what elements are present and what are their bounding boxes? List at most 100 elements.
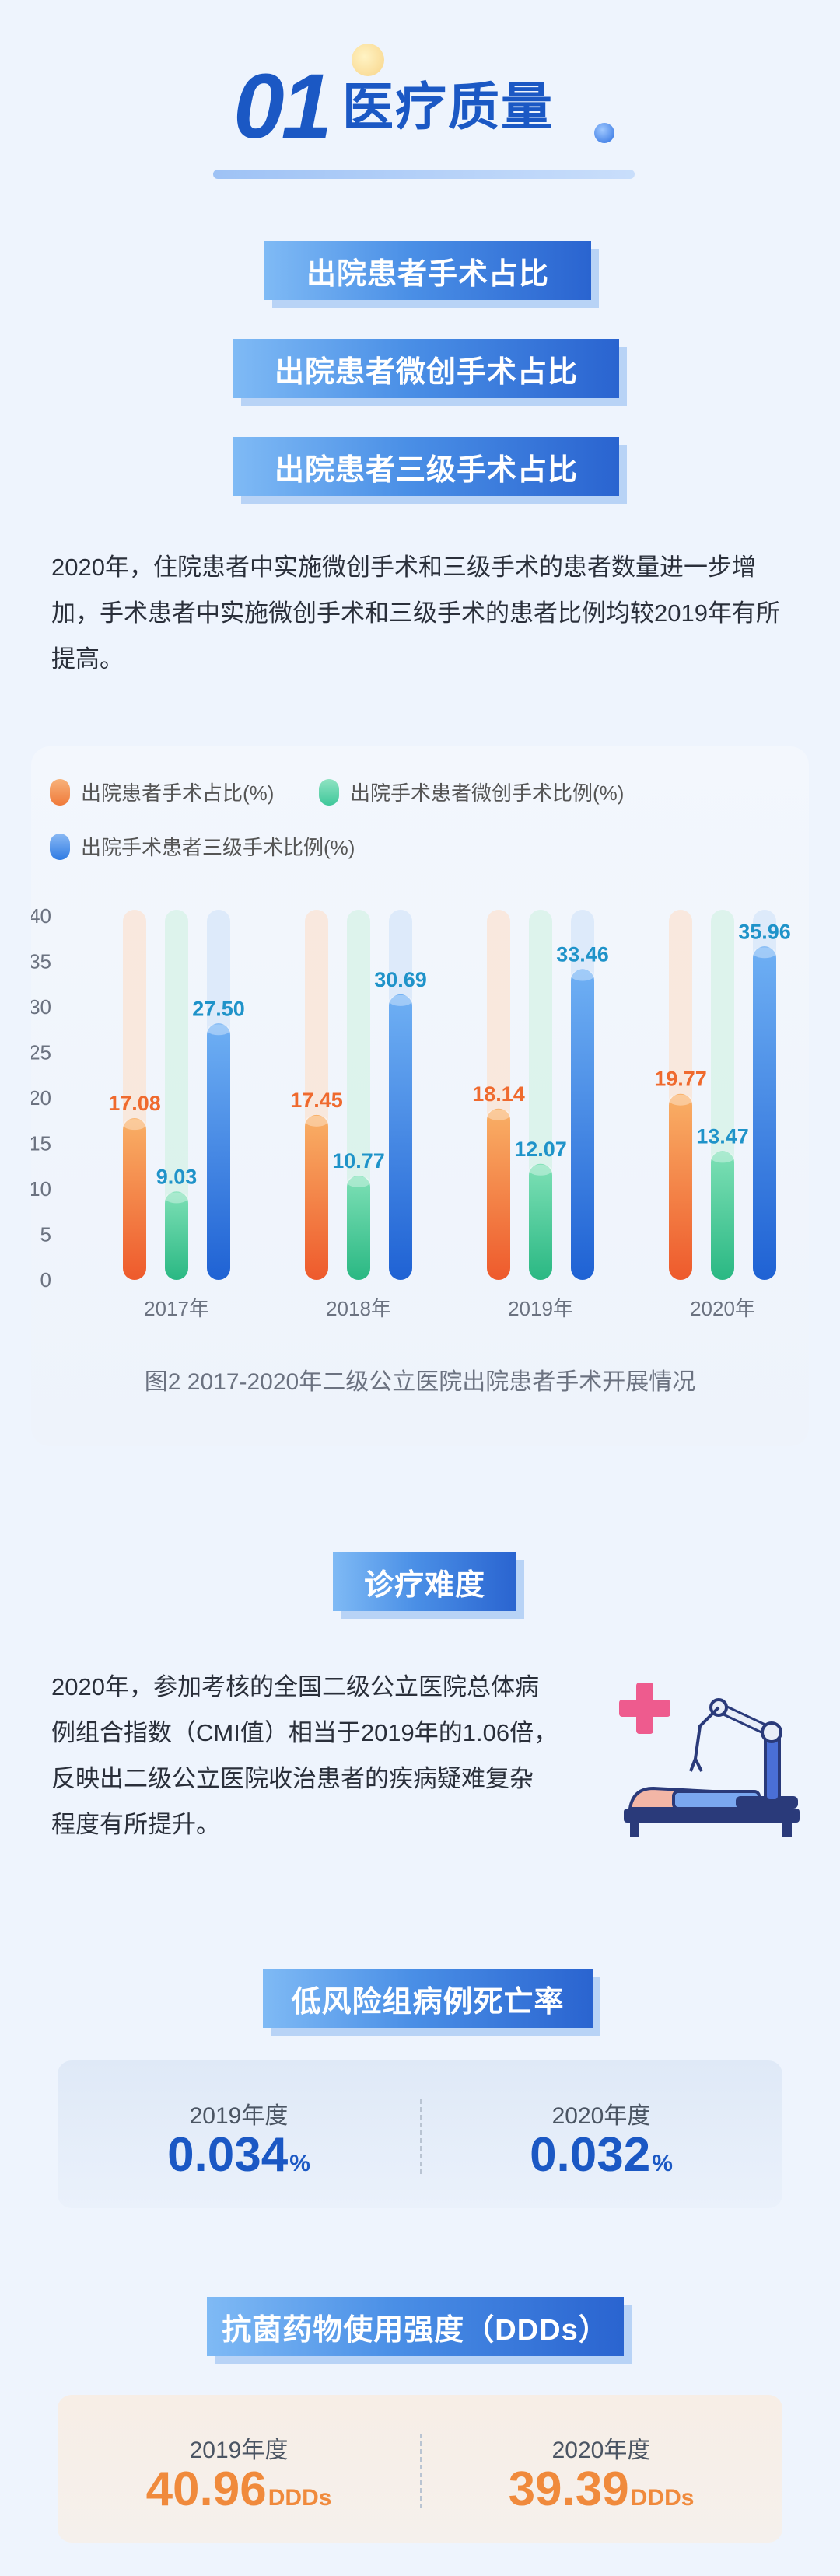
stat-number: 0.032 [530,2128,651,2182]
stat-divider [420,2434,422,2508]
y-tick-label: 10 [31,1177,51,1201]
data-label: 27.50 [192,997,245,1020]
data-label: 13.47 [696,1124,749,1148]
bar [207,1023,230,1280]
stat-unit: DDDs [630,2485,695,2511]
bar [123,1118,146,1280]
bar [529,1163,552,1280]
bar [165,1191,188,1280]
y-tick-label: 15 [31,1132,51,1155]
bar [389,994,412,1280]
bar-cap [347,1176,370,1187]
bar-cap [207,1024,230,1036]
antibiotics-stat-2020: 2020年度 39.39DDDs [420,2395,782,2543]
ribbon-difficulty: 诊疗难度 [333,1552,516,1611]
legend-swatch-green [319,778,339,806]
legend-item-minimally-invasive: 出院手术患者微创手术比例(%) [319,778,624,806]
ribbon-grade3-ratio: 出院患者三级手术占比 [233,437,619,496]
ribbon-antibiotics: 抗菌药物使用强度（DDDs） [207,2297,624,2356]
stat-divider [420,2099,422,2174]
x-tick-label: 2019年 [508,1297,573,1320]
surgery-chart: 0 5 10 15 20 25 30 35 40 17.08 9.03 27.50 17.45 10.7… [31,904,791,1320]
stat-value: 0.034% [58,2127,420,2192]
bar [305,1114,328,1280]
bar [487,1108,510,1280]
stat-unit: % [652,2151,673,2176]
surgery-paragraph-line: 提高。 [51,645,124,673]
chart-caption: 图2 2017-2020年二级公立医院出院患者手术开展情况 [144,1369,696,1395]
bar-cap [487,1109,510,1120]
section-number: 01 [233,55,332,158]
y-tick-label: 35 [31,950,51,973]
stat-value: 0.032% [420,2127,782,2192]
legend-label: 出院手术患者微创手术比例(%) [350,781,625,805]
x-tick-label: 2018年 [326,1297,391,1320]
data-label: 17.45 [290,1089,343,1112]
stat-unit: DDDs [268,2485,332,2511]
bar [711,1151,734,1280]
legend-item-surgery: 出院患者手术占比(%) [50,778,274,806]
legend-label: 出院手术患者三级手术比例(%) [81,836,355,859]
mortality-card: 2019年度 0.034% 2020年度 0.032% [58,2060,782,2208]
bar [571,969,594,1280]
antibiotics-card: 2019年度 40.96DDDs 2020年度 39.39DDDs [58,2395,782,2543]
bar-cap [669,1094,692,1106]
difficulty-paragraph: 2020年，参加考核的全国二级公立医院总体病 例组合指数（CMI值）相当于201… [51,1664,596,1847]
bar [669,1093,692,1280]
data-label: 12.07 [514,1138,567,1161]
bar [753,946,776,1280]
header-underline [213,170,635,179]
data-label: 19.77 [654,1068,707,1091]
data-label: 10.77 [332,1149,385,1173]
y-tick-label: 40 [31,904,51,928]
stat-label: 2020年度 [551,2438,651,2463]
surgery-paragraph: 2020年，住院患者中实施微创手术和三级手术的患者数量进一步增 加，手术患者中实… [51,544,798,682]
bar-cap [711,1152,734,1163]
section-title: 医疗质量 [342,78,554,135]
data-label: 33.46 [556,943,609,966]
data-label: 18.14 [472,1082,525,1106]
medical-cross-icon [619,1683,670,1734]
legend-item-grade3: 出院手术患者三级手术比例(%) [50,832,355,861]
bar-cap [571,970,594,981]
bar-cap [305,1115,328,1127]
bar-cap [165,1192,188,1204]
surgery-paragraph-line: 2020年，住院患者中实施微创手术和三级手术的患者数量进一步增 [51,554,756,581]
data-label: 17.08 [108,1092,161,1115]
difficulty-paragraph-line: 反映出二级公立医院收治患者的疾病疑难复杂 [51,1765,534,1792]
ribbon-minimally-invasive-ratio: 出院患者微创手术占比 [233,339,619,398]
bar-cap [389,994,412,1006]
difficulty-paragraph-line: 例组合指数（CMI值）相当于2019年的1.06倍， [51,1719,558,1746]
mortality-stat-2020: 2020年度 0.032% [420,2060,782,2208]
data-label: 9.03 [156,1165,198,1188]
bar-cap [123,1119,146,1131]
stat-value: 40.96DDDs [58,2462,420,2526]
stat-label: 2019年度 [189,2438,289,2463]
stat-number: 40.96 [145,2462,267,2516]
y-tick-label: 20 [31,1086,51,1110]
stat-value: 39.39DDDs [420,2462,782,2526]
header-dot-decoration [594,123,614,143]
ribbon-surgery-ratio: 出院患者手术占比 [264,241,591,300]
y-tick-label: 25 [31,1041,51,1064]
stat-number: 0.034 [167,2128,289,2182]
antibiotics-stat-2019: 2019年度 40.96DDDs [58,2395,420,2543]
stat-label: 2019年度 [189,2103,289,2129]
ribbon-mortality: 低风险组病例死亡率 [263,1969,593,2028]
y-tick-label: 0 [40,1268,51,1291]
surgery-paragraph-line: 加，手术患者中实施微创手术和三级手术的患者比例均较2019年有所 [51,599,780,627]
bar-track [165,910,188,1280]
bar-cap [529,1164,552,1176]
difficulty-paragraph-line: 2020年，参加考核的全国二级公立医院总体病 [51,1673,539,1700]
stat-number: 39.39 [508,2462,629,2516]
y-tick-label: 5 [40,1223,51,1246]
mortality-stat-2019: 2019年度 0.034% [58,2060,420,2208]
legend-swatch-orange [50,778,70,806]
bar [347,1175,370,1280]
y-tick-label: 30 [31,995,51,1019]
surgical-robot-illustration [619,1683,800,1837]
x-tick-label: 2020年 [690,1297,755,1320]
data-label: 30.69 [374,968,427,991]
stat-label: 2020年度 [551,2103,651,2129]
